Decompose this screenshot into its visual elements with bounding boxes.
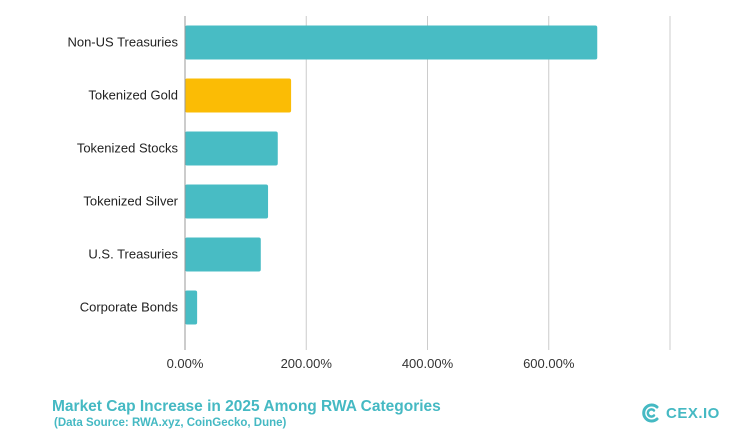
bars bbox=[185, 25, 598, 325]
category-label: Corporate Bonds bbox=[80, 300, 179, 315]
bar bbox=[185, 131, 278, 166]
category-label: Tokenized Gold bbox=[88, 88, 178, 103]
bar bbox=[185, 237, 261, 272]
cex-io-logo-icon bbox=[642, 403, 659, 423]
chart-title: Market Cap Increase in 2025 Among RWA Ca… bbox=[52, 398, 441, 415]
bar bbox=[185, 290, 198, 325]
category-label: Tokenized Stocks bbox=[77, 141, 179, 156]
bar-chart: Non-US Treasuries Tokenized Gold Tokenized… bbox=[67, 16, 671, 371]
x-tick-label: 600.00% bbox=[523, 356, 575, 371]
bar bbox=[185, 184, 269, 219]
x-tick-labels: 0.00% 200.00% 400.00% 600.00% bbox=[167, 356, 575, 371]
brand-logo: CEX.IO bbox=[640, 402, 720, 424]
category-labels: Non-US Treasuries Tokenized Gold Tokenized… bbox=[67, 35, 178, 315]
logo-text: CEX.IO bbox=[666, 404, 720, 422]
grid-lines bbox=[305, 16, 671, 350]
category-label: Non-US Treasuries bbox=[67, 35, 178, 50]
category-label: U.S. Treasuries bbox=[88, 247, 178, 262]
x-tick-label: 400.00% bbox=[402, 356, 454, 371]
x-tick-label: 200.00% bbox=[281, 356, 333, 371]
bar bbox=[185, 25, 598, 60]
x-tick-label: 0.00% bbox=[167, 356, 204, 371]
chart-subtitle: (Data Source: RWA.xyz, CoinGecko, Dune) bbox=[54, 417, 287, 429]
bar bbox=[185, 78, 292, 113]
category-label: Tokenized Silver bbox=[83, 194, 178, 209]
